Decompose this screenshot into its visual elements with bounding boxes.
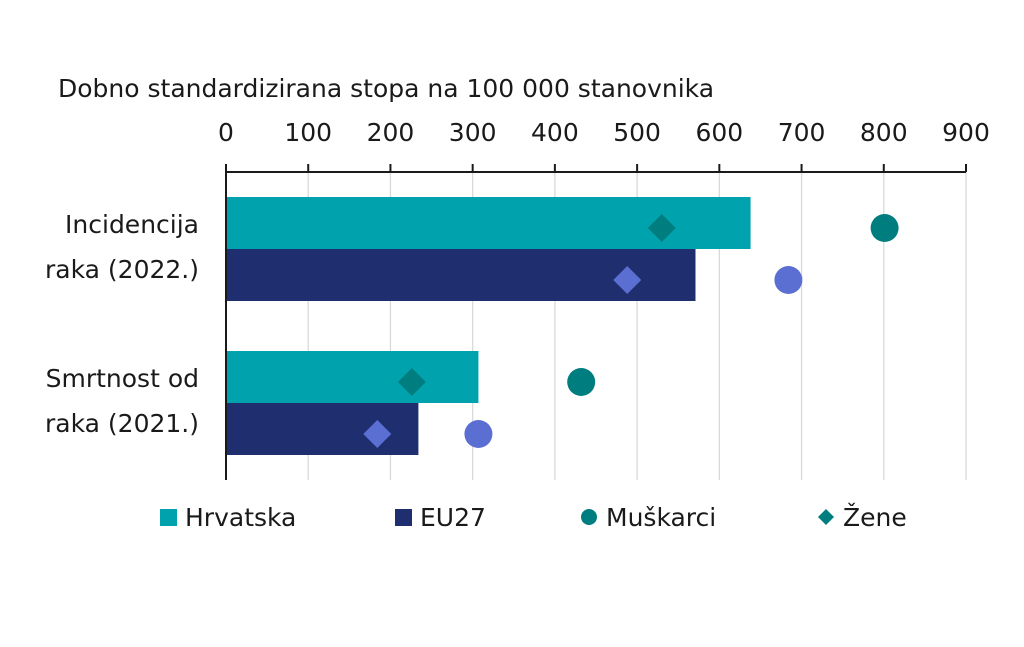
bars <box>226 197 751 455</box>
x-axis: Dobno standardizirana stopa na 100 000 s… <box>58 74 990 480</box>
legend-swatch <box>160 509 177 526</box>
x-tick-label: 200 <box>367 118 415 147</box>
bar-eu27 <box>226 249 696 301</box>
x-tick-label: 100 <box>284 118 332 147</box>
bar-hrvatska <box>226 351 479 403</box>
x-tick-label: 0 <box>218 118 234 147</box>
legend-swatch <box>818 509 834 525</box>
marker-muskarci <box>464 420 493 448</box>
bar-eu27 <box>226 403 419 455</box>
x-tick-label: 900 <box>942 118 990 147</box>
legend-label: Muškarci <box>606 503 716 532</box>
legend-label: Hrvatska <box>185 503 296 532</box>
category-label: raka (2021.) <box>45 409 199 438</box>
bar-hrvatska <box>226 197 751 249</box>
x-tick-label: 700 <box>778 118 826 147</box>
x-tick-label: 400 <box>531 118 579 147</box>
marker-zene <box>397 368 426 396</box>
legend-swatch <box>581 509 597 525</box>
category-label: Smrtnost od <box>46 364 199 393</box>
marker-zene <box>363 420 392 448</box>
legend: Hrvatska EU27 Muškarci Žene <box>160 503 907 532</box>
legend-swatch <box>395 509 412 526</box>
x-axis-title: Dobno standardizirana stopa na 100 000 s… <box>58 74 714 103</box>
category-label: raka (2022.) <box>45 255 199 284</box>
markers <box>363 214 899 448</box>
x-tick-label: 300 <box>449 118 497 147</box>
marker-zene <box>613 266 642 294</box>
legend-label: Žene <box>843 503 907 532</box>
marker-muskarci <box>774 266 803 294</box>
x-tick-label: 800 <box>860 118 908 147</box>
x-tick-label: 500 <box>613 118 661 147</box>
legend-label: EU27 <box>420 503 486 532</box>
marker-muskarci <box>870 214 899 242</box>
marker-zene <box>647 214 676 242</box>
x-tick-label: 600 <box>695 118 743 147</box>
category-label: Incidencija <box>65 210 199 239</box>
marker-muskarci <box>567 368 596 396</box>
category-labels: Incidencija raka (2022.) Smrtnost od raka (… <box>45 210 199 438</box>
